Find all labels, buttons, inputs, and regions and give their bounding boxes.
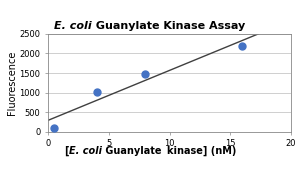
Text: Guanylate  kinase] (nM): Guanylate kinase] (nM) [102, 146, 236, 156]
Point [143, 73, 148, 75]
Text: E. coli: E. coli [55, 21, 92, 31]
Point [240, 44, 245, 47]
Text: E. coli: E. coli [69, 146, 102, 156]
Y-axis label: Fluorescence: Fluorescence [7, 51, 16, 115]
Text: Guanylate Kinase Assay: Guanylate Kinase Assay [92, 21, 245, 31]
Point [94, 90, 99, 93]
Point [52, 127, 56, 129]
Text: [: [ [64, 146, 69, 156]
